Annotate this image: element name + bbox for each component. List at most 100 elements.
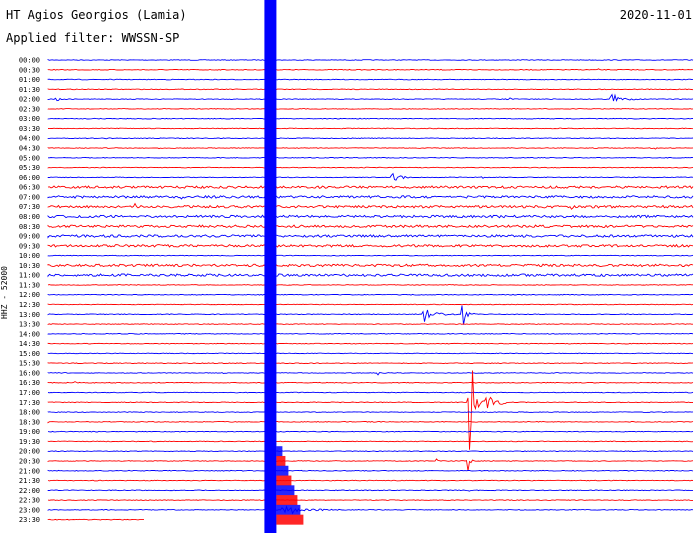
time-tick-label: 12:30 [19,301,40,309]
trace-row [48,157,694,159]
trace-row [47,440,694,443]
trace-row [47,202,694,210]
time-tick-label: 12:00 [19,291,40,299]
trace-row [47,263,694,268]
trace-row [47,293,694,296]
trace-row [47,499,693,501]
time-tick-label: 03:00 [19,115,40,123]
trace-row [47,370,694,450]
trace-row [47,243,694,248]
time-tick-label: 14:00 [19,330,40,338]
time-tick-label: 00:00 [19,57,40,65]
trace-row [47,352,694,355]
trace-row [47,430,694,433]
filter-label: Applied filter: WWSSN-SP [6,31,180,45]
trace-row [47,147,694,150]
trace-row [47,362,694,364]
time-tick-label: 01:00 [19,76,40,84]
time-tick-label: 02:30 [19,105,40,113]
time-tick-label: 15:30 [19,360,40,368]
trace-row [47,185,694,190]
time-tick-label: 07:00 [19,193,40,201]
time-tick-label: 08:00 [19,213,40,221]
trace-row [47,323,693,325]
time-tick-label: 06:30 [19,184,40,192]
coda-block [276,485,295,496]
trace-row [47,93,694,102]
trace-row [47,137,694,140]
time-tick-label: 16:30 [19,379,40,387]
time-tick-label: 09:30 [19,242,40,250]
trace-row [47,172,694,181]
trace-row [47,450,694,452]
trace-row [47,411,694,413]
time-tick-label: 19:30 [19,438,40,446]
time-tick-label: 23:00 [19,506,40,514]
coda-block [276,455,286,466]
trace-row [47,421,694,424]
trace-row [47,479,694,482]
time-tick-label: 16:00 [19,369,40,377]
trace-row [47,381,694,384]
trace-row [47,127,694,130]
time-tick-label: 03:30 [19,125,40,133]
time-tick-label: 17:30 [19,399,40,407]
time-tick-label: 06:00 [19,174,40,182]
time-tick-label: 10:30 [19,262,40,270]
coda-block [276,514,304,525]
trace-row [47,458,694,471]
trace-row [47,108,694,110]
coda-block [276,495,298,506]
time-tick-label: 18:30 [19,418,40,426]
time-tick-label: 05:00 [19,154,40,162]
time-tick-label: 21:00 [19,467,40,475]
trace-row [47,214,694,219]
time-tick-label: 20:00 [19,448,40,456]
time-tick-label: 20:30 [19,457,40,465]
time-tick-label: 05:30 [19,164,40,172]
trace-row [47,505,694,515]
time-tick-label: 11:30 [19,281,40,289]
trace-row [47,254,694,257]
time-tick-label: 11:00 [19,272,40,280]
time-tick-label: 15:00 [19,350,40,358]
trace-row [47,305,694,325]
time-tick-label: 00:30 [19,66,40,74]
trace-row [47,68,694,71]
trace-row [47,391,694,394]
channel-label: HHZ - 52000 [0,266,9,319]
time-tick-label: 13:30 [19,321,40,329]
time-tick-label: 22:00 [19,487,40,495]
date-label: 2020-11-01 [619,8,692,22]
time-tick-label: 19:00 [19,428,40,436]
time-tick-label: 14:30 [19,340,40,348]
coda-block [276,504,301,515]
time-tick-label: 22:30 [19,497,40,505]
trace-row [47,372,694,376]
coda-block [276,465,289,476]
time-tick-label: 04:00 [19,135,40,143]
time-tick-label: 02:00 [19,96,40,104]
trace-row [47,194,694,200]
time-tick-label: 08:30 [19,223,40,231]
trace-row [47,303,694,306]
trace-row [47,273,694,278]
time-tick-label: 07:30 [19,203,40,211]
trace-row [47,88,694,91]
time-tick-label: 23:30 [19,516,40,524]
time-tick-label: 13:00 [19,311,40,319]
trace-row [47,224,694,229]
saturated-signal-band [264,0,277,533]
trace-row [47,284,693,286]
trace-row [47,489,694,492]
trace-row [47,117,694,120]
time-tick-label: 01:30 [19,86,40,94]
trace-row [47,78,694,81]
trace-row [47,342,694,345]
time-tick-label: 10:00 [19,252,40,260]
station-title: HT Agios Georgios (Lamia) [6,8,187,22]
time-tick-label: 17:00 [19,389,40,397]
time-tick-label: 09:00 [19,233,40,241]
trace-row [47,59,694,61]
